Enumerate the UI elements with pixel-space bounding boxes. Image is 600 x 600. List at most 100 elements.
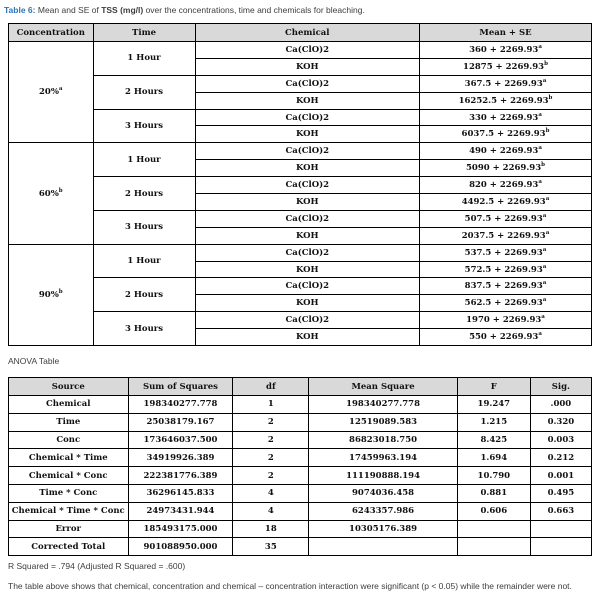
time-cell: 3 Hours [92, 108, 196, 144]
f-cell: 19.247 [456, 395, 531, 414]
chemical-cell: KOH [194, 57, 421, 76]
sum-of-squares-cell: 34919926.389 [127, 448, 234, 468]
sum-of-squares-cell: 25038179.167 [127, 412, 234, 432]
significance-superscript: a [545, 229, 550, 236]
header-concentration: Concentration [8, 23, 94, 42]
mean-se-cell: 537.5 + 2269.93a [419, 243, 592, 262]
chemical-cell: KOH [194, 193, 421, 211]
header-chemical: Chemical [194, 23, 421, 42]
table-row: 2 Hours Ca(ClO)2 837.5 + 2269.93a [9, 277, 592, 313]
significance-superscript: a [542, 263, 547, 270]
chemical-cell: Ca(ClO)2 [194, 41, 421, 59]
mean-se-cell: 572.5 + 2269.93a [419, 260, 592, 279]
table-row: Corrected Total 901088950.000 35 [8, 537, 593, 557]
df-cell: 4 [232, 484, 310, 503]
mean-se-cell: 6037.5 + 2269.93b [419, 125, 592, 144]
time-cell: 3 Hours [92, 209, 196, 245]
f-cell: 8.425 [456, 430, 531, 450]
mean-square-cell: 198340277.778 [308, 395, 458, 414]
significance-superscript: a [542, 297, 547, 304]
mean-se-cell: 550 + 2269.93a [419, 328, 592, 347]
time-cell: 1 Hour [92, 142, 196, 178]
sum-of-squares-cell: 36296145.833 [127, 484, 234, 503]
chemical-cell: Ca(ClO)2 [194, 142, 421, 161]
chemical-cell: KOH [194, 294, 421, 313]
f-cell: 1.694 [456, 448, 531, 468]
df-cell: 35 [232, 537, 310, 557]
f-cell: 10.790 [456, 466, 531, 486]
table-row: 3 Hours Ca(ClO)2 1970 + 2269.93a [9, 311, 592, 347]
sig-cell: 0.001 [529, 466, 593, 486]
df-cell: 18 [232, 519, 310, 539]
sum-of-squares-cell: 173646037.500 [127, 430, 234, 450]
significance-superscript: b [545, 128, 550, 135]
chemical-cell: KOH [194, 159, 421, 178]
table-row: Chemical * Time 34919926.389 2 17459963.194… [8, 448, 593, 468]
chemical-cell: KOH [194, 328, 421, 347]
mean-se-cell: 837.5 + 2269.93a [419, 277, 592, 296]
table-row: KOH 16252.5 + 2269.93b [9, 91, 592, 110]
mean-se-cell: 12875 + 2269.93b [419, 57, 592, 76]
source-cell: Time * Conc [8, 484, 129, 503]
header-sig: Sig. [529, 377, 593, 397]
header-mean-se: Mean + SE [419, 23, 592, 42]
mean-square-cell: 17459963.194 [308, 448, 458, 468]
table6-caption-label: Table 6: [4, 5, 36, 15]
time-cell: 1 Hour [92, 41, 196, 76]
df-cell: 1 [232, 395, 310, 414]
table-row: 2 Hours Ca(ClO)2 820 + 2269.93a [9, 176, 592, 211]
chemical-cell: Ca(ClO)2 [194, 209, 421, 228]
chemical-cell: Ca(ClO)2 [194, 277, 421, 296]
significance-superscript: b [548, 94, 553, 101]
means-se-header-row: Concentration Time Chemical Mean + SE [8, 23, 592, 42]
sig-cell: 0.212 [529, 448, 593, 468]
table-row: Error 185493175.000 18 10305176.389 [8, 519, 593, 539]
mean-se-cell: 5090 + 2269.93b [419, 159, 592, 178]
header-df: df [232, 377, 310, 397]
anova-table-label: ANOVA Table [8, 356, 60, 367]
significance-superscript: a [538, 331, 542, 338]
summary-paragraph: The table above shows that chemical, con… [8, 581, 572, 592]
df-cell: 2 [232, 430, 310, 450]
time-cell: 1 Hour [92, 243, 196, 279]
table-row: KOH 572.5 + 2269.93a [9, 260, 592, 279]
sig-cell: 0.663 [529, 501, 593, 521]
df-cell: 2 [232, 412, 310, 432]
chemical-cell: Ca(ClO)2 [194, 74, 421, 93]
mean-se-cell: 367.5 + 2269.93a [419, 74, 592, 93]
significance-superscript: a [545, 196, 550, 203]
mean-square-cell: 6243357.986 [308, 501, 458, 521]
significance-superscript: a [538, 111, 542, 118]
significance-superscript: a [58, 86, 63, 93]
table-row: Chemical * Time * Conc 24973431.944 4 62433… [8, 501, 593, 521]
source-cell: Error [8, 519, 129, 539]
source-cell: Corrected Total [8, 537, 129, 557]
table-row: 90%b 1 Hour Ca(ClO)2 537.5 + 2269.93a [8, 243, 592, 347]
header-time: Time [92, 23, 196, 42]
df-cell: 2 [232, 466, 310, 486]
f-cell [456, 537, 531, 557]
chemical-cell: Ca(ClO)2 [194, 243, 421, 262]
sig-cell [529, 519, 593, 539]
sig-cell [529, 537, 593, 557]
mean-square-cell: 12519089.583 [308, 412, 458, 432]
source-cell: Time [8, 412, 129, 432]
table6-caption-text1: Mean and SE of [35, 5, 102, 15]
sig-cell: 0.320 [529, 412, 593, 432]
significance-superscript: a [542, 246, 547, 253]
table-row: Time * Conc 36296145.833 4 9074036.458 0.881… [8, 484, 593, 503]
chemical-cell: KOH [194, 260, 421, 279]
time-cell: 2 Hours [92, 277, 196, 313]
mean-se-cell: 360 + 2269.93a [419, 41, 592, 59]
chemical-cell: Ca(ClO)2 [194, 311, 421, 330]
mean-se-cell: 1970 + 2269.93a [419, 311, 592, 330]
table-row: 3 Hours Ca(ClO)2 330 + 2269.93a [9, 108, 592, 144]
df-cell: 2 [232, 448, 310, 468]
table-row: Chemical 198340277.778 1 198340277.778 19.24… [8, 395, 593, 414]
f-cell: 0.881 [456, 484, 531, 503]
time-cell: 3 Hours [92, 311, 196, 347]
chemical-cell: Ca(ClO)2 [194, 108, 421, 127]
sum-of-squares-cell: 198340277.778 [127, 395, 234, 414]
mean-se-cell: 490 + 2269.93a [419, 142, 592, 161]
